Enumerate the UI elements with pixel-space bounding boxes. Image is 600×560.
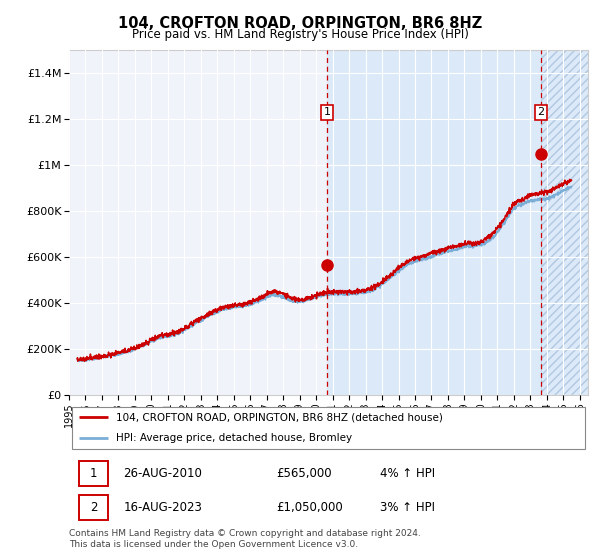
Text: Price paid vs. HM Land Registry's House Price Index (HPI): Price paid vs. HM Land Registry's House …: [131, 28, 469, 41]
Text: 26-AUG-2010: 26-AUG-2010: [124, 467, 202, 480]
Text: 104, CROFTON ROAD, ORPINGTON, BR6 8HZ: 104, CROFTON ROAD, ORPINGTON, BR6 8HZ: [118, 16, 482, 31]
Bar: [541, 50, 588, 395]
Text: Contains HM Land Registry data © Crown copyright and database right 2024.
This d: Contains HM Land Registry data © Crown c…: [69, 529, 421, 549]
FancyBboxPatch shape: [79, 495, 108, 520]
Text: 1: 1: [323, 108, 331, 118]
Text: 2: 2: [90, 501, 97, 514]
FancyBboxPatch shape: [79, 461, 108, 486]
Text: £1,050,000: £1,050,000: [277, 501, 343, 514]
Bar: [541, 50, 588, 395]
Text: 4% ↑ HPI: 4% ↑ HPI: [380, 467, 436, 480]
Text: 16-AUG-2023: 16-AUG-2023: [124, 501, 202, 514]
Text: 1: 1: [90, 467, 97, 480]
Text: 2: 2: [538, 108, 545, 118]
Text: 104, CROFTON ROAD, ORPINGTON, BR6 8HZ (detached house): 104, CROFTON ROAD, ORPINGTON, BR6 8HZ (d…: [116, 412, 443, 422]
FancyBboxPatch shape: [71, 407, 586, 449]
Text: £565,000: £565,000: [277, 467, 332, 480]
Bar: [327, 50, 541, 395]
Text: HPI: Average price, detached house, Bromley: HPI: Average price, detached house, Brom…: [116, 433, 352, 444]
Text: 3% ↑ HPI: 3% ↑ HPI: [380, 501, 436, 514]
